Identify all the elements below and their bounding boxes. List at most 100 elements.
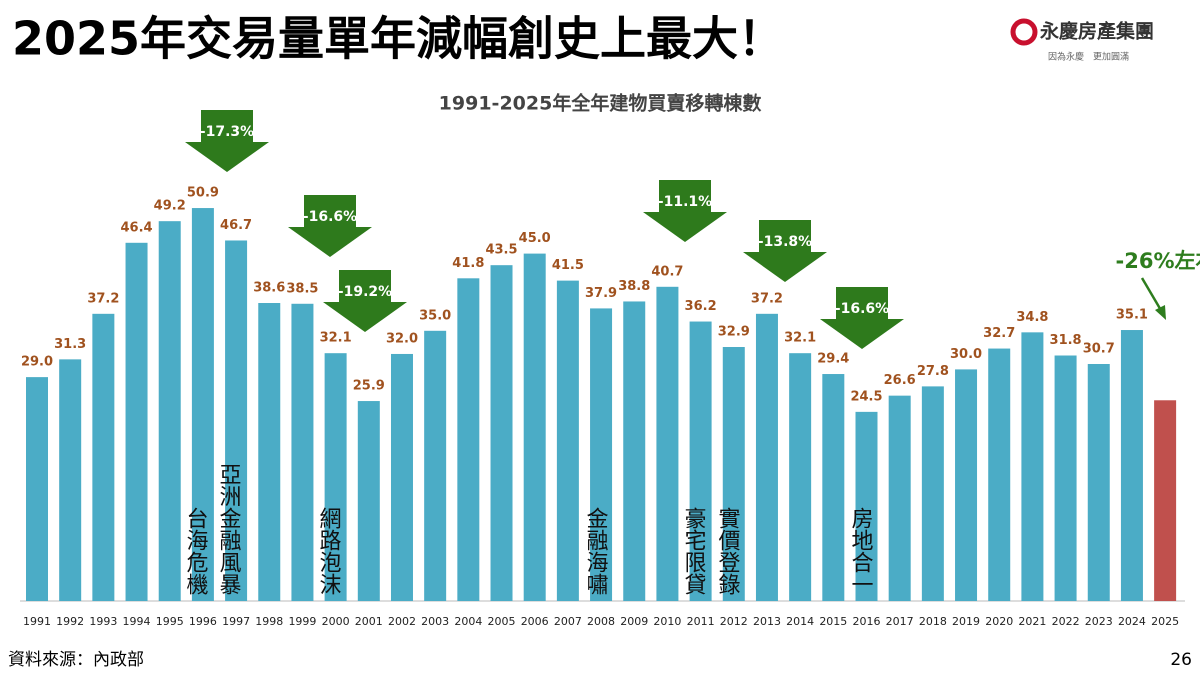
bar [1154, 400, 1177, 601]
value-label: 38.8 [618, 279, 650, 294]
x-tick-label: 2016 [853, 615, 881, 628]
x-tick-label: 2005 [488, 615, 516, 628]
x-tick-label: 2022 [1052, 615, 1080, 628]
value-label: 37.2 [87, 291, 119, 306]
x-tick-label: 2003 [421, 615, 449, 628]
bar [191, 208, 214, 601]
note-arrowhead [1155, 305, 1166, 320]
drop-label: -16.6% [835, 301, 889, 317]
value-label: 29.0 [21, 355, 53, 370]
bar [789, 353, 812, 601]
x-tick-label: 2002 [388, 615, 416, 628]
drop-label: -17.3% [200, 124, 254, 140]
bar [888, 395, 911, 601]
value-label: 43.5 [485, 243, 517, 258]
x-tick-label: 2015 [819, 615, 847, 628]
event-label: 台海危機 [183, 507, 209, 595]
value-label: 31.3 [54, 337, 86, 352]
bar [689, 321, 712, 601]
bar [921, 386, 944, 601]
x-tick-label: 2019 [952, 615, 980, 628]
drop-arrow [323, 270, 407, 332]
value-label: 41.5 [552, 258, 584, 273]
bar [225, 240, 248, 601]
value-label: 32.0 [386, 331, 418, 346]
x-tick-label: 1995 [156, 615, 184, 628]
event-label: 金融海嘯 [583, 507, 609, 595]
bar [623, 301, 646, 601]
event-label: 實價登錄 [715, 507, 741, 595]
value-label: 46.7 [220, 218, 252, 233]
drop-label: -16.6% [303, 209, 357, 225]
logo-icon [1010, 18, 1038, 46]
x-tick-label: 2011 [687, 615, 715, 628]
value-label: 30.7 [1083, 341, 1115, 356]
page-number: 26 [1170, 650, 1192, 670]
x-tick-label: 2013 [753, 615, 781, 628]
x-tick-label: 2010 [653, 615, 681, 628]
value-label: 34.8 [1016, 310, 1048, 325]
value-label: 35.0 [419, 308, 451, 323]
bar [324, 353, 347, 601]
bar [1021, 332, 1044, 601]
x-tick-label: 2012 [720, 615, 748, 628]
value-label: 49.2 [154, 199, 186, 214]
x-tick-label: 1999 [288, 615, 316, 628]
value-label: 45.0 [519, 231, 551, 246]
x-tick-label: 2007 [554, 615, 582, 628]
bar [490, 265, 513, 601]
x-tick-label: 1992 [56, 615, 84, 628]
x-tick-label: 2006 [521, 615, 549, 628]
source: 資料來源：內政部 [8, 650, 144, 670]
x-tick-label: 2018 [919, 615, 947, 628]
x-tick-label: 1993 [89, 615, 117, 628]
event-label: 亞洲金融風暴 [216, 463, 242, 595]
drop-label: -11.1% [658, 194, 712, 210]
event-label: 豪宅限貸 [681, 507, 707, 595]
value-label: 24.5 [850, 389, 882, 404]
x-tick-label: 2004 [454, 615, 482, 628]
x-tick-label: 2008 [587, 615, 615, 628]
bar [92, 313, 115, 601]
x-tick-label: 2014 [786, 615, 814, 628]
bar [855, 411, 878, 601]
logo: 永慶房產集團 [1039, 20, 1154, 43]
bar [59, 359, 82, 601]
x-tick-label: 2009 [620, 615, 648, 628]
event-label: 房地合一 [848, 507, 874, 595]
value-label: 36.2 [685, 299, 717, 314]
bar [822, 374, 845, 601]
value-label: 27.8 [917, 364, 949, 379]
x-tick-label: 1996 [189, 615, 217, 628]
value-label: 32.1 [320, 331, 352, 346]
bar [457, 278, 480, 601]
bar [523, 253, 546, 601]
value-label: 26.6 [884, 373, 916, 388]
value-label: 35.1 [1116, 308, 1148, 323]
x-tick-label: 2025 [1151, 615, 1179, 628]
note: -26%左右 [1116, 249, 1200, 273]
drop-arrow [643, 180, 727, 242]
bar [722, 347, 745, 601]
drop-arrow [743, 220, 827, 282]
x-tick-label: 2020 [985, 615, 1013, 628]
bar [26, 377, 48, 601]
value-label: 37.9 [585, 286, 617, 301]
bar [590, 308, 613, 601]
bar [755, 313, 778, 601]
value-label: 29.4 [817, 352, 849, 367]
bar [988, 348, 1011, 601]
x-tick-label: 2024 [1118, 615, 1146, 628]
x-tick-label: 1998 [255, 615, 283, 628]
value-label: 31.8 [1050, 333, 1082, 348]
drop-arrow [288, 195, 372, 257]
value-label: 46.4 [121, 220, 153, 235]
bar [656, 286, 679, 601]
value-label: 25.9 [353, 379, 385, 394]
title: 2025年交易量單年減幅創史上最大！ [12, 12, 784, 66]
bar [556, 280, 579, 601]
value-label: 32.7 [983, 326, 1015, 341]
bar [1087, 363, 1110, 601]
drop-label: -19.2% [338, 284, 392, 300]
drop-arrow [820, 287, 904, 349]
